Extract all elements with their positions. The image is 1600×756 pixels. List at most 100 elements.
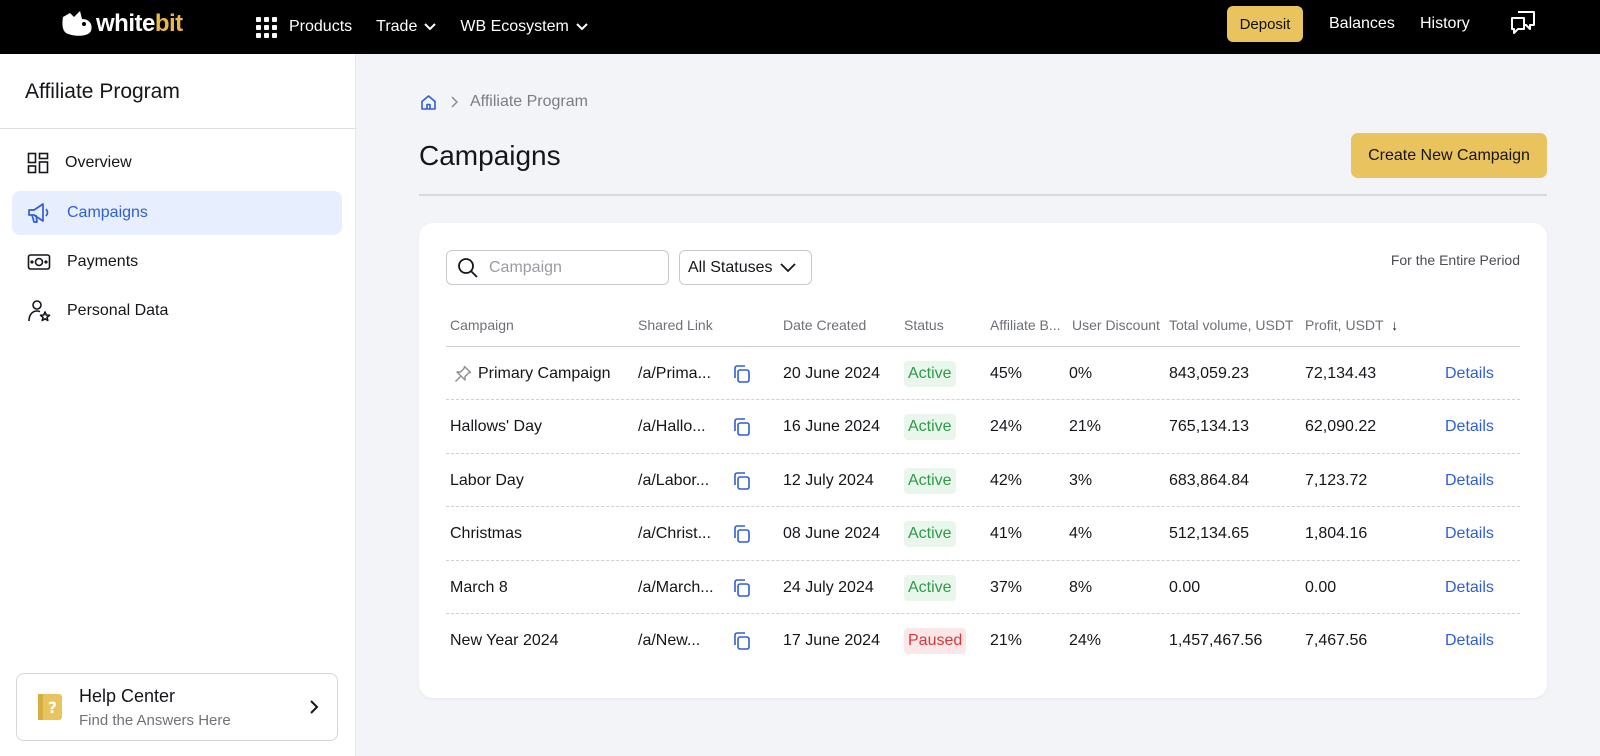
user-discount: 0% [1069,364,1093,382]
balances-link[interactable]: Balances [1329,14,1395,32]
products-label: Products [289,18,353,35]
campaign-name: Labor Day [450,471,524,489]
date-created: 24 July 2024 [783,578,874,596]
status-badge: Paused [904,628,967,654]
status-filter-select[interactable]: All Statuses [679,250,812,285]
chevron-down-icon [780,262,797,272]
total-volume: 683,864.84 [1169,471,1250,489]
pin-icon[interactable] [454,365,472,383]
search-field[interactable] [446,250,669,285]
wb-ecosystem-menu[interactable]: WB Ecosystem [460,18,588,36]
copy-icon [734,632,750,650]
status-cell: Active [904,454,956,507]
home-icon[interactable] [420,94,437,111]
deposit-button[interactable]: Deposit [1227,6,1303,42]
trade-label: Trade [376,18,418,35]
cash-icon [27,254,51,270]
sidebar-divider [0,128,356,129]
logo-text-white: white [96,10,155,37]
affiliate-bonus: 45% [990,364,1023,382]
copy-link-button[interactable] [732,508,752,561]
chevron-down-icon [576,23,588,31]
history-link[interactable]: History [1420,14,1470,32]
date-created: 16 June 2024 [783,418,880,435]
column-header-date-created[interactable]: Date Created [783,317,867,333]
create-campaign-button[interactable]: Create New Campaign [1351,133,1547,178]
column-header-user-discount[interactable]: User Discount [1072,317,1160,333]
details-link[interactable]: Details [1445,578,1494,596]
search-input[interactable] [489,258,649,277]
details-link[interactable]: Details [1445,471,1494,489]
shared-link: /a/New... [638,632,701,649]
top-nav: Products Trade WB Ecosystem [256,0,612,54]
sidebar-item-label: Overview [65,154,132,171]
campaign-name: Hallows' Day [450,418,542,435]
affiliate-bonus: 21% [990,632,1023,649]
campaign-name-cell: New Year 2024 [450,615,559,668]
campaign-name-cell: Hallows' Day [450,401,542,454]
status-cell: Active [904,401,956,454]
user-discount: 8% [1069,578,1093,596]
column-header-shared-link[interactable]: Shared Link [638,317,713,333]
campaign-name-cell: Primary Campaign [450,347,610,400]
affiliate-bonus: 24% [990,418,1023,435]
copy-link-button[interactable] [732,401,752,454]
whitebit-logo[interactable]: white bit [60,10,183,38]
user-discount: 4% [1069,525,1093,542]
breadcrumb: Affiliate Program [420,93,588,111]
status-cell: Active [904,347,956,400]
period-label[interactable]: For the Entire Period [1390,252,1520,268]
date-created: 08 June 2024 [783,525,880,542]
table-row: Labor Day /a/Labor... 12 July 2024 Activ… [446,454,1520,507]
support-chat-icon[interactable] [1510,10,1536,36]
column-header-affiliate[interactable]: Affiliate B... [990,317,1061,333]
total-volume: 843,059.23 [1169,364,1250,382]
campaign-name-cell: Labor Day [450,454,524,507]
shared-link: /a/Hallo... [638,418,706,435]
status-badge: Active [904,467,956,494]
date-created: 12 July 2024 [783,471,874,489]
details-link[interactable]: Details [1445,418,1494,435]
chevron-right-icon [451,96,458,108]
sort-desc-icon: ↓ [1391,317,1399,333]
sidebar-item-personal-data[interactable]: Personal Data [12,289,342,333]
help-center-subtitle: Find the Answers Here [79,712,231,729]
sidebar-title: Affiliate Program [25,80,180,103]
sidebar-item-payments[interactable]: Payments [12,240,342,284]
details-link[interactable]: Details [1445,525,1494,542]
sidebar-item-overview[interactable]: Overview [12,141,342,185]
sidebar: Affiliate Program Overview Campaigns Pay… [0,54,356,756]
copy-link-button[interactable] [732,615,752,668]
status-cell: Active [904,561,956,614]
profit: 1,804.16 [1305,525,1368,542]
campaign-name: March 8 [450,578,508,596]
column-header-campaign[interactable]: Campaign [450,317,514,333]
logo-text-bit: bit [154,10,183,37]
affiliate-bonus: 42% [990,471,1023,489]
details-link[interactable]: Details [1445,632,1494,649]
user-discount: 24% [1069,632,1102,649]
logo-mark-icon [62,11,92,36]
column-header-profit[interactable]: Profit, USDT ↓ [1305,317,1398,333]
campaign-name: Christmas [450,525,523,542]
user-discount: 21% [1069,418,1102,435]
help-center-title: Help Center [79,686,176,706]
table-row: New Year 2024 /a/New... 17 June 2024 Pau… [446,615,1520,668]
copy-link-button[interactable] [732,454,752,507]
copy-link-button[interactable] [732,347,752,400]
help-center-card[interactable]: ? Help Center Find the Answers Here [16,673,338,741]
copy-link-button[interactable] [732,561,752,614]
details-link[interactable]: Details [1445,364,1494,382]
copy-icon [734,364,750,383]
page-title: Campaigns [419,140,561,171]
dashboard-icon [27,152,49,174]
trade-menu[interactable]: Trade [376,18,437,36]
copy-icon [734,471,750,490]
breadcrumb-current: Affiliate Program [470,93,588,110]
column-header-status[interactable]: Status [904,317,944,333]
column-header-total-volume[interactable]: Total volume, USDT [1169,317,1294,333]
campaigns-card: All Statuses For the Entire Period Campa… [419,223,1547,698]
products-menu[interactable]: Products [256,16,353,38]
megaphone-icon [28,203,49,223]
sidebar-item-campaigns[interactable]: Campaigns [12,191,342,235]
